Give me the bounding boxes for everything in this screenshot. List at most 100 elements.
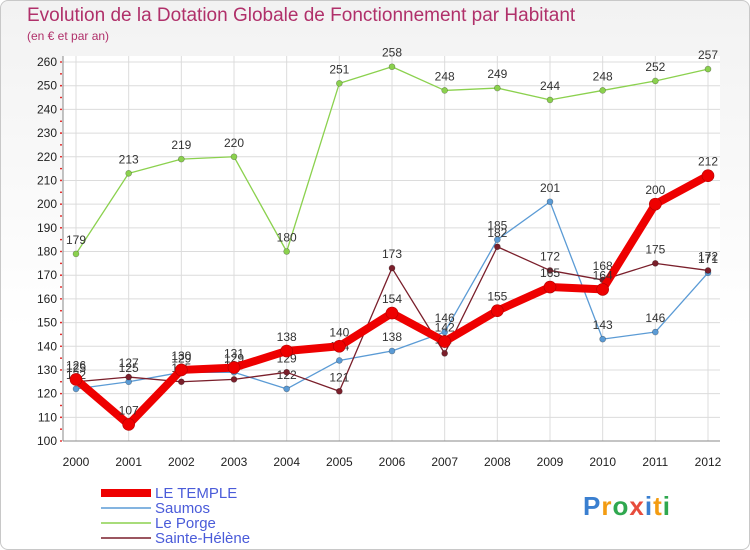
chart-subtitle: (en € et par an) (27, 29, 110, 43)
data-point-le-temple (69, 373, 83, 386)
data-point-le-temple (385, 306, 399, 320)
data-label-sainte-h-l-ne: 173 (382, 247, 402, 261)
data-label-le-temple: 212 (698, 155, 718, 169)
data-label-le-porge: 248 (435, 69, 455, 83)
proxiti-logo: Proxiti (583, 491, 671, 522)
y-tick-label: 220 (37, 150, 57, 164)
data-point-le-porge (652, 77, 659, 85)
data-label-saumos: 146 (435, 311, 455, 325)
x-tick-label: 2003 (221, 455, 248, 469)
data-point-le-porge (704, 65, 712, 73)
y-minor-tick (60, 61, 62, 63)
y-minor-tick (60, 404, 62, 407)
data-point-saumos (441, 328, 448, 336)
logo-letter: x (629, 491, 645, 521)
data-point-saumos (652, 328, 659, 336)
data-point-le-temple (701, 169, 715, 182)
y-tick-label: 240 (37, 102, 57, 116)
y-minor-tick (60, 226, 62, 229)
data-label-sainte-h-l-ne: 172 (698, 249, 718, 263)
y-tick-label: 250 (37, 79, 57, 93)
data-point-le-temple (491, 304, 504, 318)
data-point-le-temple (280, 344, 293, 358)
y-minor-tick (60, 203, 62, 206)
data-label-le-porge: 213 (119, 152, 139, 166)
data-point-sainte-h-l-ne (546, 267, 554, 274)
y-minor-tick (60, 108, 62, 111)
data-point-le-temple (333, 339, 346, 353)
data-point-le-temple (596, 283, 609, 296)
data-label-le-temple: 126 (66, 358, 86, 372)
y-minor-tick (60, 132, 62, 134)
x-tick-label: 2000 (63, 455, 90, 469)
data-label-saumos: 201 (540, 181, 560, 195)
legend-label-le-porge: Le Porge (155, 515, 216, 532)
data-label-sainte-h-l-ne: 175 (645, 242, 665, 256)
data-label-le-porge: 180 (277, 231, 297, 245)
x-tick-label: 2005 (326, 455, 353, 469)
y-tick-label: 110 (38, 410, 57, 424)
y-tick-label: 170 (37, 268, 57, 282)
x-tick-label: 2006 (379, 455, 406, 469)
data-point-le-temple (227, 361, 241, 374)
data-label-le-porge: 244 (540, 79, 560, 93)
data-label-saumos: 138 (382, 330, 402, 344)
y-tick-label: 180 (37, 245, 57, 259)
y-minor-tick (60, 274, 62, 277)
data-point-le-porge (441, 87, 448, 94)
data-label-le-porge: 257 (698, 48, 718, 62)
y-minor-tick (60, 286, 62, 288)
y-minor-tick (60, 369, 62, 371)
data-point-saumos (72, 385, 80, 393)
data-point-le-porge (230, 153, 238, 161)
y-tick-label: 140 (37, 339, 57, 353)
data-label-le-porge: 252 (645, 60, 665, 74)
logo-letter: i (662, 491, 671, 521)
data-label-le-temple: 130 (171, 349, 191, 363)
y-minor-tick (60, 179, 62, 182)
data-label-le-temple: 200 (645, 183, 665, 197)
logo-letter: o (612, 491, 630, 521)
data-point-le-temple (543, 280, 557, 294)
y-minor-tick (60, 155, 62, 158)
data-label-sainte-h-l-ne: 168 (593, 259, 613, 273)
legend-label-le-temple: LE TEMPLE (155, 485, 237, 502)
data-label-le-porge: 219 (171, 138, 191, 152)
x-tick-label: 2001 (115, 455, 142, 469)
y-tick-label: 190 (37, 221, 57, 235)
y-minor-tick (60, 392, 62, 395)
data-point-sainte-h-l-ne (178, 378, 185, 386)
y-minor-tick (60, 144, 62, 146)
y-minor-tick (60, 84, 62, 87)
data-label-le-porge: 251 (329, 62, 349, 76)
data-label-le-temple: 165 (540, 266, 560, 280)
logo-letter: i (644, 491, 654, 521)
data-point-le-porge (336, 80, 343, 87)
data-point-sainte-h-l-ne (652, 260, 659, 267)
y-minor-tick (60, 440, 62, 442)
data-label-le-temple: 131 (224, 347, 244, 361)
data-label-sainte-h-l-ne: 172 (540, 249, 560, 263)
y-minor-tick (60, 345, 62, 348)
data-point-le-porge (178, 155, 185, 163)
data-label-saumos: 143 (593, 318, 613, 332)
data-point-le-porge (546, 96, 554, 104)
y-minor-tick (60, 428, 62, 431)
data-point-sainte-h-l-ne (388, 264, 396, 272)
data-point-le-temple (122, 418, 135, 431)
y-minor-tick (60, 167, 62, 170)
logo-letter: P (583, 491, 602, 521)
data-point-sainte-h-l-ne (230, 376, 238, 383)
y-tick-label: 260 (37, 55, 57, 69)
y-tick-label: 230 (37, 126, 57, 140)
logo-letter: t (653, 491, 663, 521)
data-label-saumos: 125 (119, 361, 139, 375)
data-point-le-temple (649, 197, 662, 211)
y-minor-tick (60, 191, 62, 194)
data-label-le-temple: 107 (119, 403, 139, 417)
legend-label-sainte-h-l-ne: Sainte-Hélène (155, 530, 250, 547)
y-minor-tick (60, 309, 62, 312)
x-tick-label: 2011 (642, 455, 668, 469)
data-point-le-porge (72, 250, 80, 258)
data-label-le-porge: 249 (487, 67, 507, 81)
